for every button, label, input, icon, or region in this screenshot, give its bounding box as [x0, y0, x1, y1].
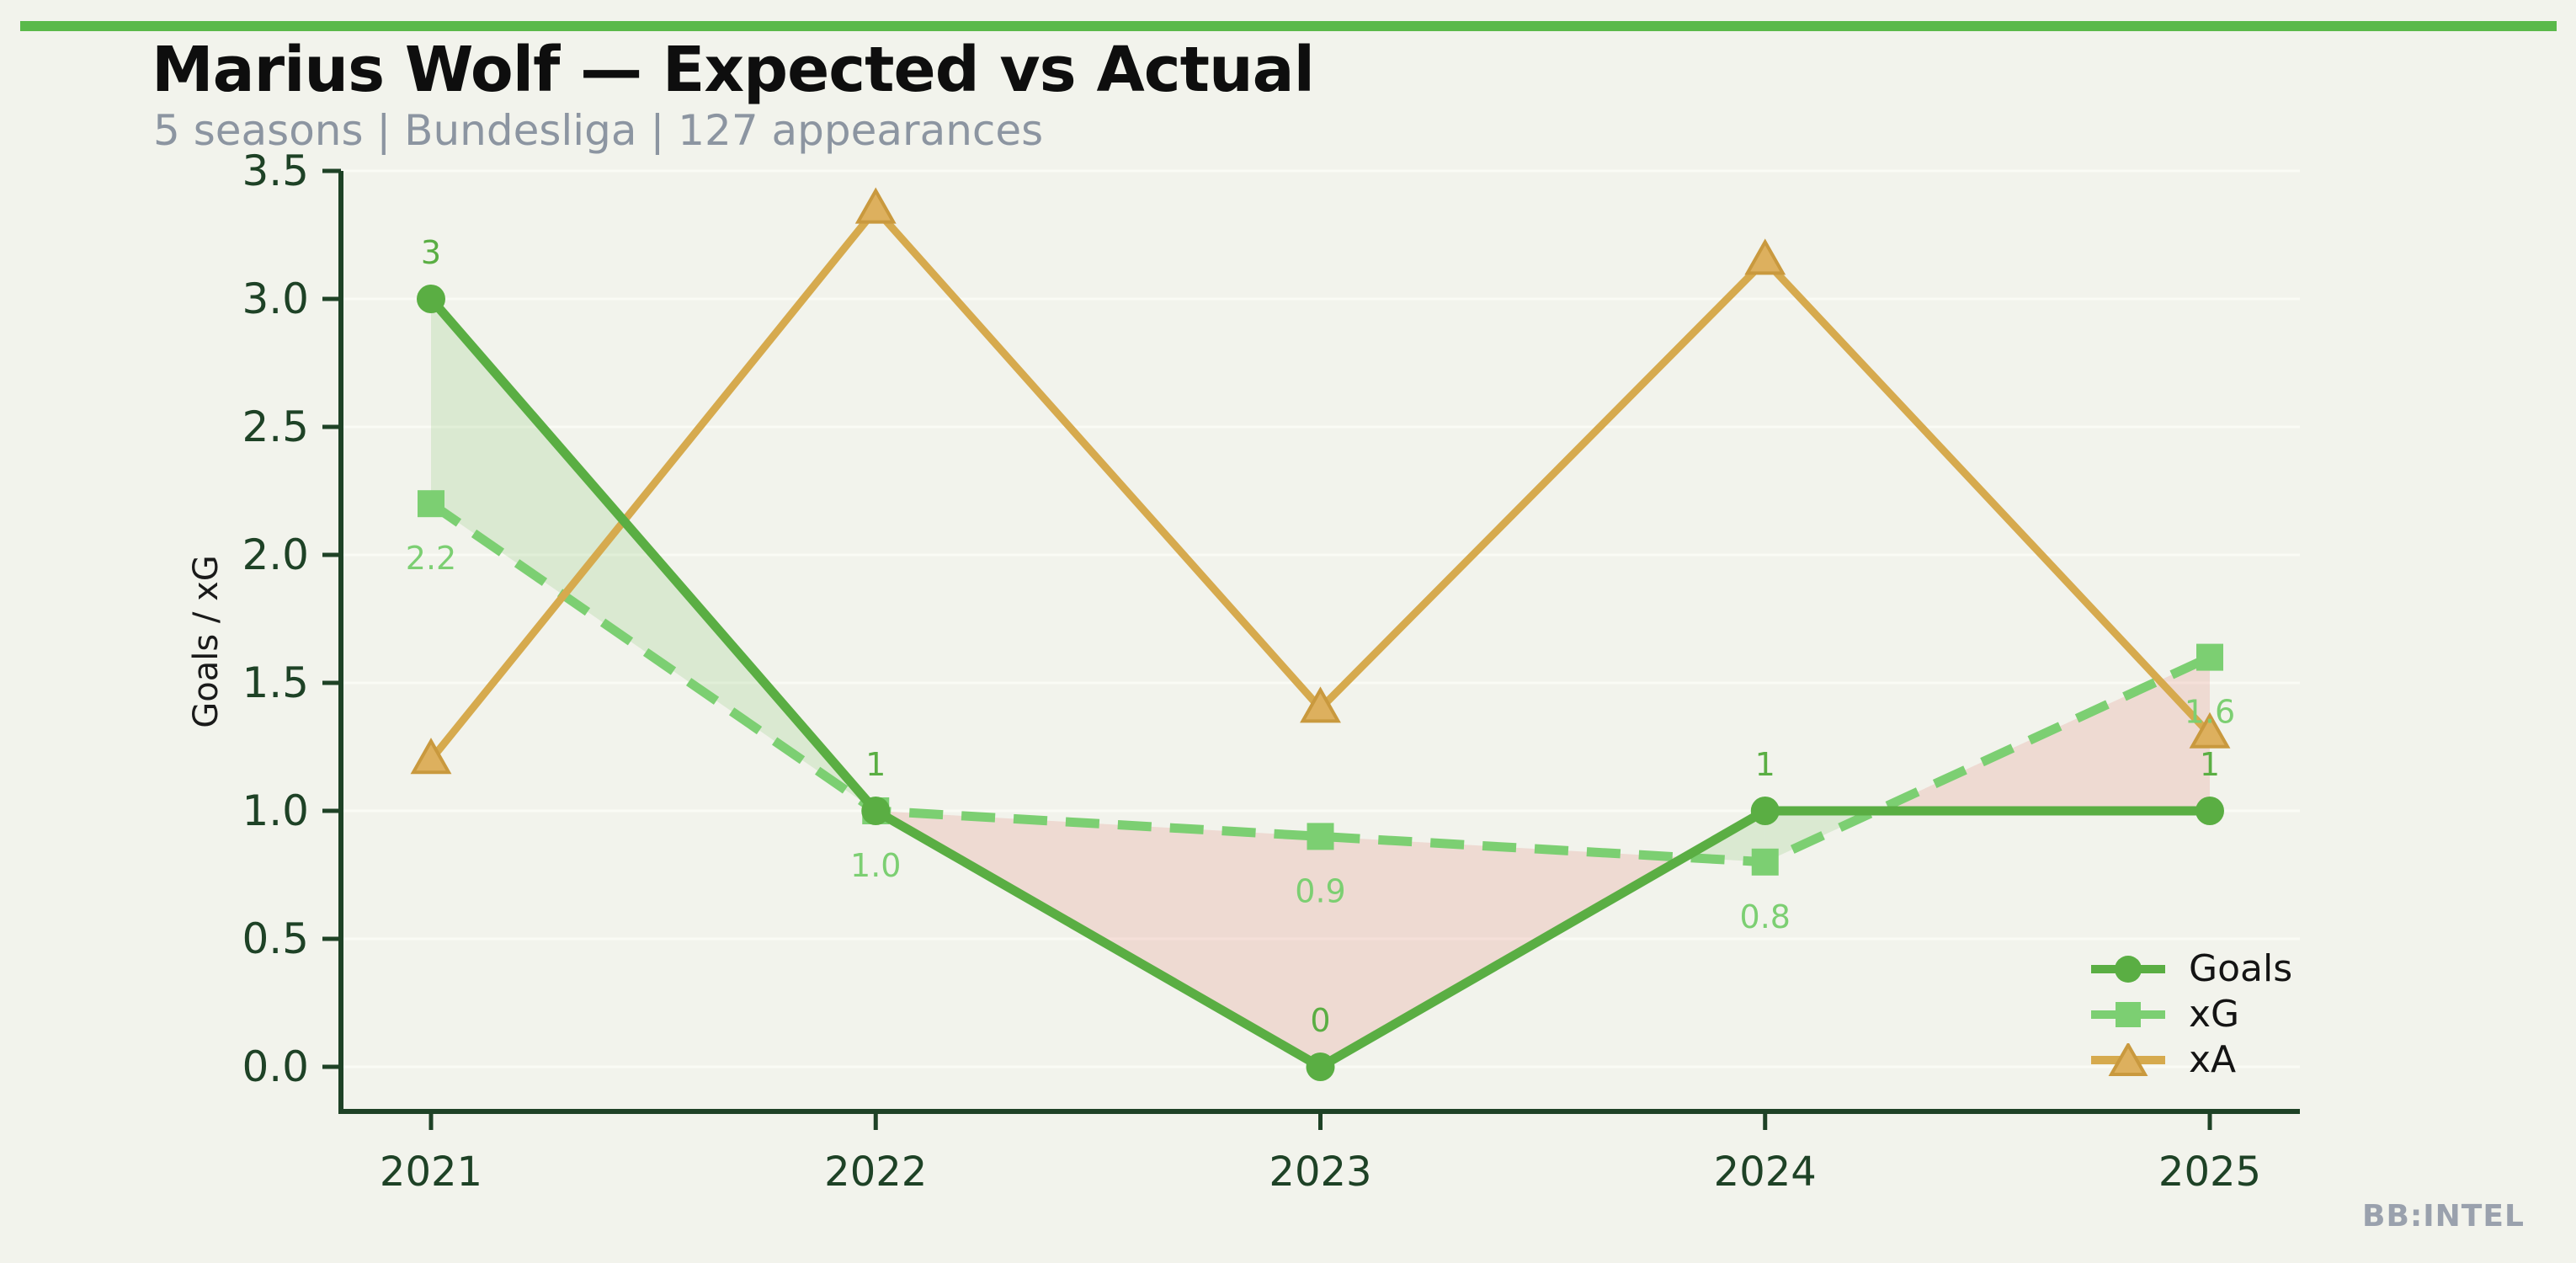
legend-item-xg: xG [2089, 992, 2292, 1037]
goals-value-label: 1 [1755, 746, 1775, 783]
xg-value-label: 1.6 [2185, 694, 2235, 731]
y-axis-label: Goals / xG [187, 555, 226, 728]
x-tick-label: 2021 [380, 1148, 482, 1196]
x-tick-label: 2024 [1714, 1148, 1817, 1196]
goals-value-label: 1 [865, 746, 886, 783]
goals-value-label: 0 [1310, 1002, 1330, 1039]
goals-marker [861, 797, 891, 825]
accent-bar [20, 21, 2557, 31]
xg-marker [1307, 823, 1334, 850]
goals-value-label: 1 [2200, 746, 2220, 783]
y-tick-label: 1.5 [242, 658, 309, 707]
watermark: BB:INTEL [2362, 1199, 2525, 1234]
xg-marker [1751, 848, 1779, 876]
y-tick-label: 0.5 [242, 914, 309, 963]
xa-legend-marker-icon [2091, 1043, 2165, 1076]
goals-marker [417, 285, 445, 313]
x-tick-label: 2022 [824, 1148, 927, 1196]
xg-marker [418, 490, 444, 518]
goals-marker [1306, 1052, 1335, 1081]
legend-item-xa: xA [2089, 1037, 2292, 1083]
y-tick-label: 0.0 [242, 1042, 309, 1091]
xg-value-label: 0.8 [1740, 898, 1791, 935]
xa-marker [854, 187, 897, 224]
xa-marker [1744, 238, 1786, 275]
legend-label: xG [2189, 993, 2240, 1036]
xa-marker [2189, 711, 2231, 749]
y-tick-label: 2.0 [242, 530, 309, 579]
xg-value-label: 2.2 [406, 540, 456, 577]
xg-value-label: 1.0 [850, 847, 901, 884]
x-tick-label: 2023 [1269, 1148, 1371, 1196]
x-tick-label: 2025 [2158, 1148, 2261, 1196]
chart-title: Marius Wolf — Expected vs Actual [152, 34, 1315, 106]
legend: Goals xG xA [2089, 946, 2292, 1083]
goals-value-label: 3 [421, 234, 441, 271]
goals-legend-marker-icon [2091, 956, 2165, 983]
y-tick-label: 1.0 [242, 786, 309, 835]
xg-line [428, 499, 2212, 867]
xa-marker [410, 738, 452, 775]
goals-marker [2195, 797, 2224, 825]
legend-item-goals: Goals [2089, 946, 2292, 992]
xg-marker [2196, 643, 2223, 671]
goals-marker [1750, 797, 1780, 825]
xg-value-label: 0.9 [1295, 872, 1345, 909]
legend-label: Goals [2189, 947, 2293, 990]
y-tick-label: 3.5 [242, 147, 309, 195]
y-tick-label: 2.5 [242, 402, 309, 451]
chart-subtitle: 5 seasons | Bundesliga | 127 appearances [153, 106, 1044, 155]
xg-legend-marker-icon [2091, 1002, 2165, 1027]
xa-marker [1300, 686, 1341, 723]
legend-label: xA [2189, 1038, 2237, 1081]
y-tick-label: 3.0 [242, 274, 309, 323]
